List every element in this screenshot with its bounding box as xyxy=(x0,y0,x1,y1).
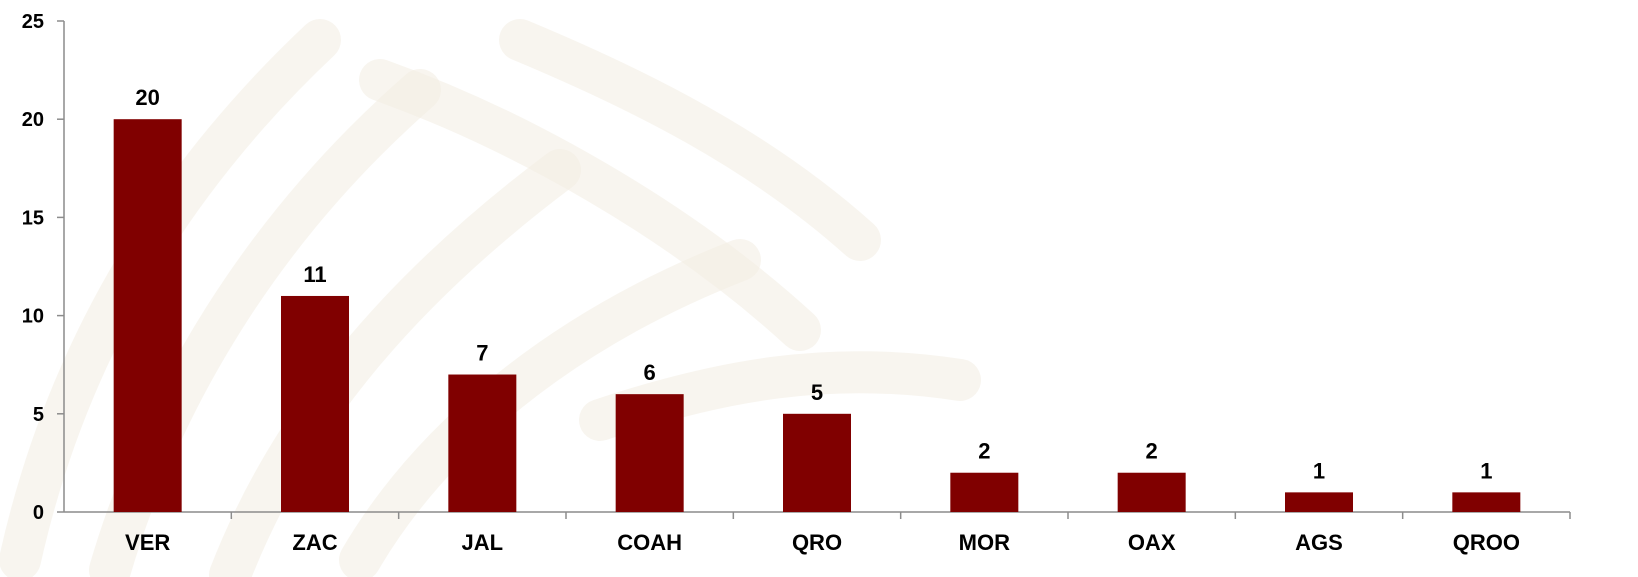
x-category-label: COAH xyxy=(617,530,682,555)
watermark-stroke xyxy=(499,19,881,261)
data-label: 6 xyxy=(644,360,656,385)
x-category-label: QROO xyxy=(1453,530,1520,555)
y-tick-label: 15 xyxy=(22,207,44,229)
labels: 051015202520VER11ZAC7JAL6COAH5QRO2MOR2OA… xyxy=(22,11,1520,555)
bar-mor xyxy=(950,472,1019,512)
watermark-stroke xyxy=(359,59,821,351)
bar-oax xyxy=(1117,472,1186,512)
bar-ver xyxy=(113,119,182,512)
y-tick-label: 25 xyxy=(22,11,44,33)
bar-qro xyxy=(783,413,851,512)
data-label: 1 xyxy=(1480,458,1492,483)
x-category-label: ZAC xyxy=(292,530,337,555)
y-tick-label: 5 xyxy=(33,404,44,426)
bars xyxy=(113,119,1521,512)
x-category-label: OAX xyxy=(1128,530,1176,555)
x-category-label: AGS xyxy=(1295,530,1343,555)
data-label: 5 xyxy=(811,380,823,405)
x-category-label: VER xyxy=(125,530,170,555)
data-label: 20 xyxy=(135,85,159,110)
y-tick-label: 20 xyxy=(22,109,44,131)
bar-zac xyxy=(281,295,349,512)
data-label: 2 xyxy=(978,439,990,464)
bar-ags xyxy=(1285,492,1353,512)
data-label: 1 xyxy=(1313,458,1325,483)
y-tick-label: 0 xyxy=(33,502,44,524)
y-tick-label: 10 xyxy=(22,306,44,328)
x-category-label: QRO xyxy=(792,530,842,555)
x-category-label: MOR xyxy=(959,530,1010,555)
bar-coah xyxy=(615,394,684,512)
x-category-label: JAL xyxy=(462,530,504,555)
data-label: 11 xyxy=(303,262,326,287)
data-label: 2 xyxy=(1146,439,1158,464)
bar-qroo xyxy=(1452,492,1521,512)
data-label: 7 xyxy=(476,341,488,366)
bar-jal xyxy=(448,374,517,512)
